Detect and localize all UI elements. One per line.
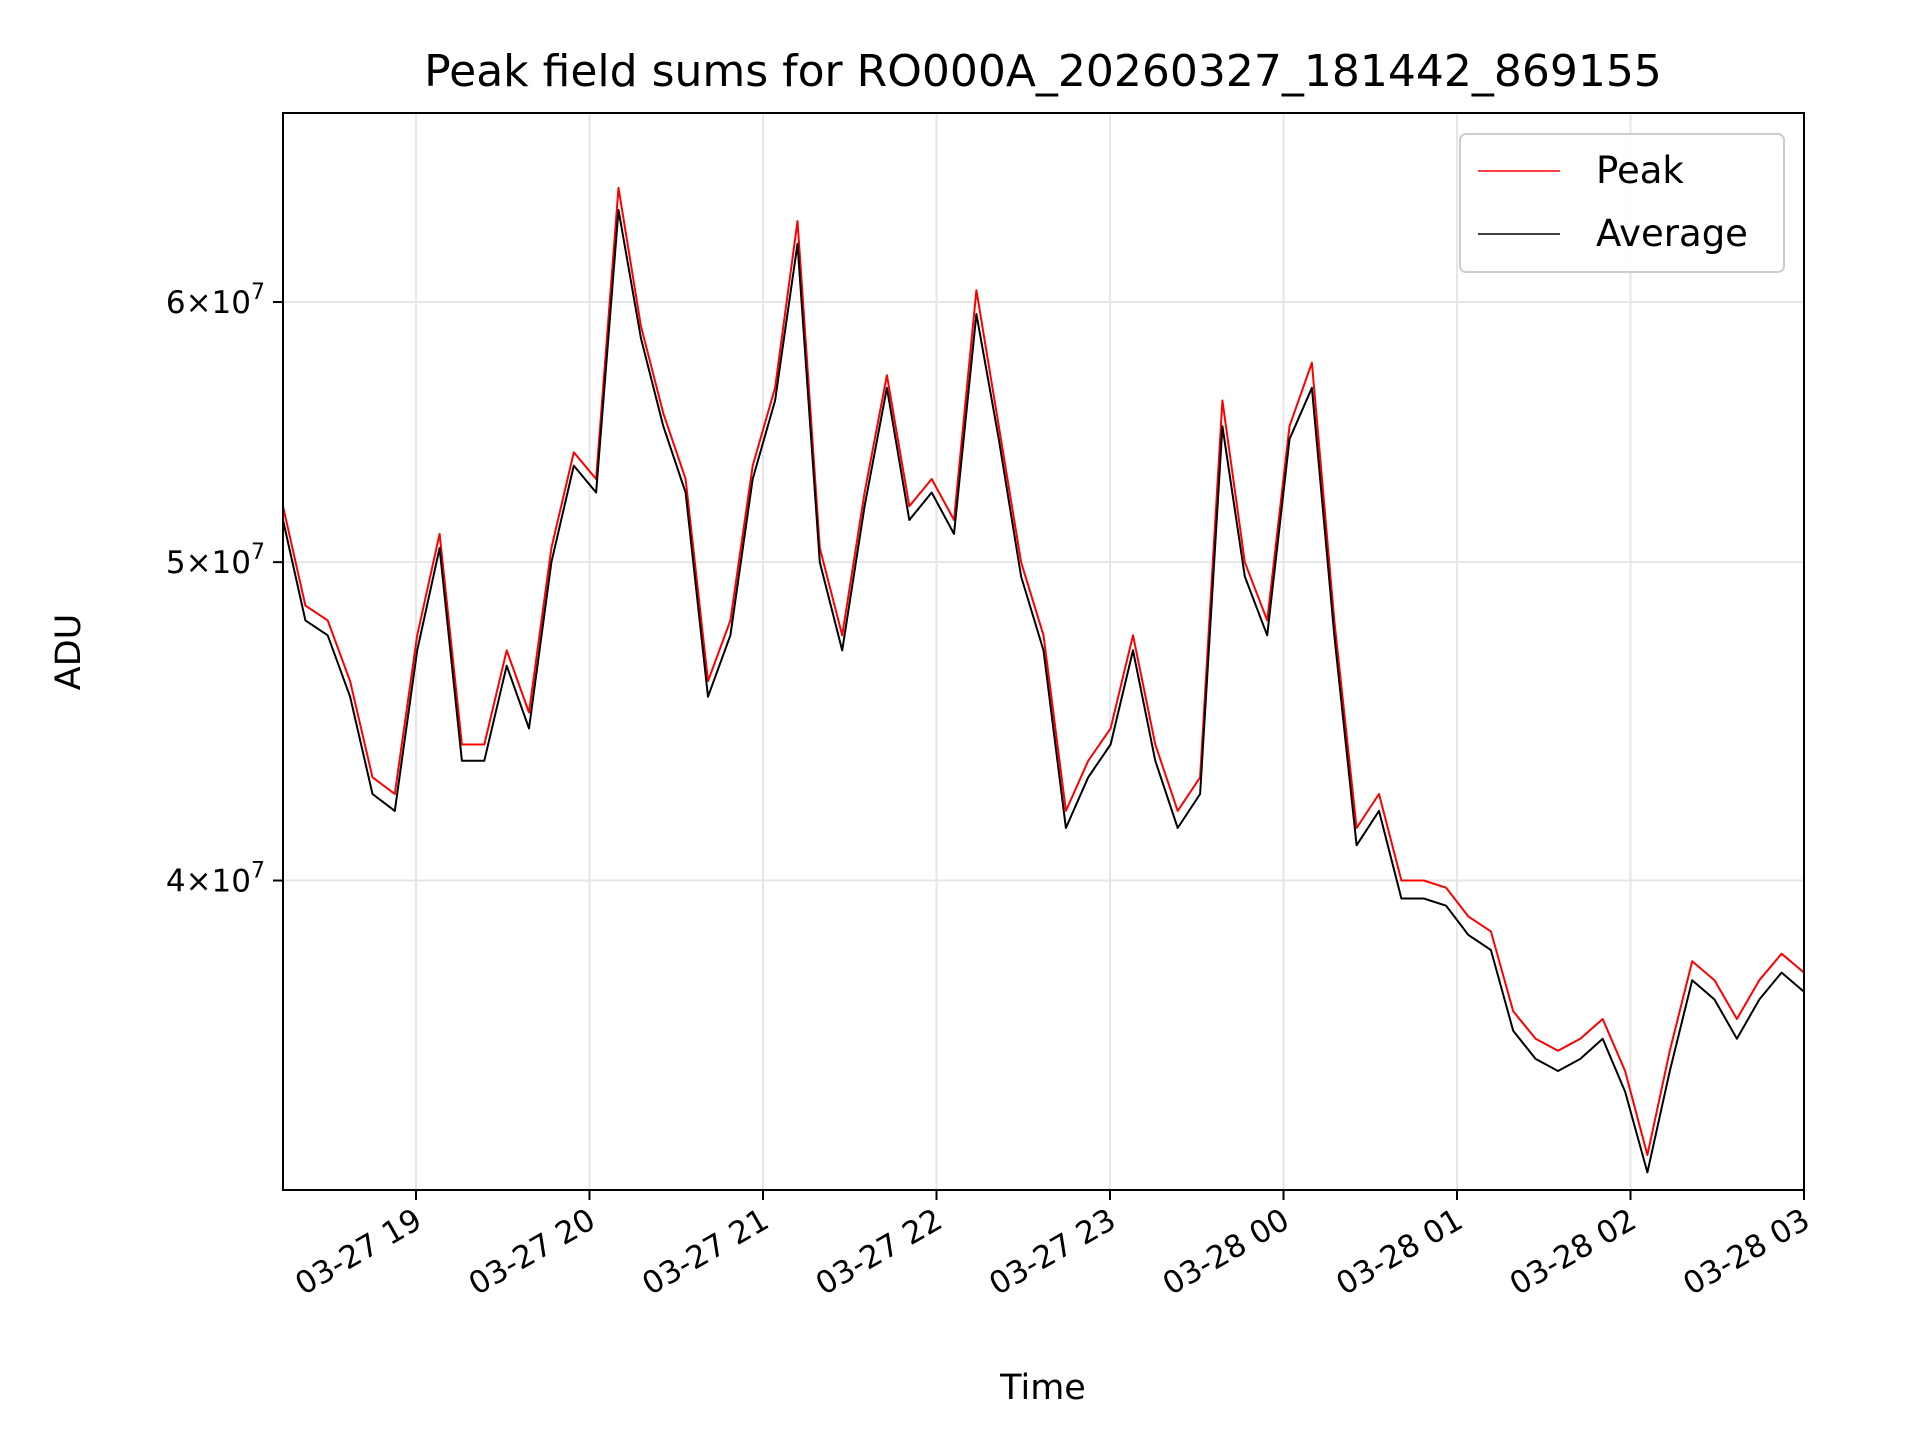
y-axis-label: ADU (49, 614, 89, 691)
y-tick-label: 4×107 (166, 859, 265, 900)
legend-label-peak: Peak (1596, 149, 1684, 192)
series-group (282, 186, 1805, 1174)
series-line-average (282, 208, 1805, 1174)
legend-box (1459, 133, 1785, 273)
x-axis-label: Time (999, 1368, 1086, 1408)
legend-label-average: Average (1596, 212, 1748, 255)
y-tick-label: 5×107 (166, 540, 265, 581)
chart-title: Peak field sums for RO000A_20260327_1814… (424, 46, 1662, 97)
y-tick-label: 6×107 (166, 280, 265, 321)
y-axis-ticks: 4×107 5×107 6×107 (166, 280, 283, 900)
series-line-peak (282, 186, 1805, 1156)
plot-area-frame (282, 112, 1805, 1191)
legend: Peak Average (1459, 133, 1785, 273)
